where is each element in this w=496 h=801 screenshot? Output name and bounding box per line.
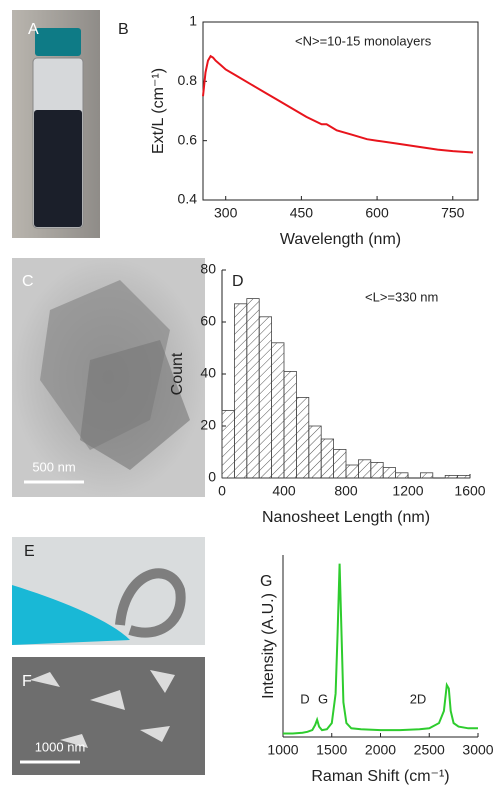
x-tick-label: 3000: [462, 742, 493, 758]
x-tick-label: 1500: [316, 742, 347, 758]
y-tick-label: 80: [200, 261, 216, 277]
histogram-bar: [383, 468, 395, 478]
x-tick-label: 300: [214, 205, 238, 221]
histogram-bar: [321, 439, 333, 478]
histogram-bar: [458, 475, 470, 478]
panel-label: D: [232, 273, 244, 290]
histogram-bar: [222, 410, 234, 478]
data-line: [203, 56, 473, 152]
histogram-bar: [346, 465, 358, 478]
histogram-bar: [371, 462, 383, 478]
histogram-bar: [420, 473, 432, 478]
x-axis-label: Wavelength (nm): [280, 231, 401, 248]
histogram-bar: [247, 299, 259, 478]
annotation: D: [300, 691, 309, 706]
annotation: <L>=330 nm: [365, 289, 438, 304]
x-tick-label: 750: [441, 205, 465, 221]
histogram-bar: [309, 426, 321, 478]
photo-vial: [12, 10, 100, 238]
histogram-bar: [284, 371, 296, 478]
page: {"images": [ {"label": "A"}, {"label": "…: [0, 0, 496, 801]
x-tick-label: 450: [290, 205, 314, 221]
x-tick-label: 0: [218, 483, 226, 499]
scale-bar-label: 500 nm: [32, 459, 75, 474]
histogram-bar: [445, 475, 457, 478]
figure: A C 500 nm E F 1000 nm B3004506007500.40…: [0, 0, 496, 801]
panel-label: G: [260, 573, 272, 590]
panel-label: E: [24, 543, 35, 560]
frame: [203, 22, 478, 200]
y-axis-label: Ext/L (cm⁻¹): [150, 68, 167, 154]
histogram-bar: [396, 473, 408, 478]
sem-image: [12, 657, 205, 775]
y-axis-label: Intensity (A.U.): [260, 593, 277, 699]
y-tick-label: 0.4: [178, 191, 198, 207]
y-tick-label: 0.6: [178, 131, 198, 147]
x-tick-label: 2500: [414, 742, 445, 758]
annotation: <N>=10-15 monolayers: [295, 33, 432, 48]
photo-film: [12, 537, 205, 645]
x-axis-label: Nanosheet Length (nm): [262, 509, 430, 526]
x-tick-label: 800: [334, 483, 358, 499]
annotation: 2D: [410, 691, 427, 706]
y-axis-label: Count: [169, 352, 186, 395]
x-tick-label: 1600: [454, 483, 485, 499]
x-tick-label: 2000: [365, 742, 396, 758]
y-tick-label: 20: [200, 417, 216, 433]
panel-label: B: [118, 21, 129, 38]
x-tick-label: 1200: [392, 483, 423, 499]
y-tick-label: 60: [200, 313, 216, 329]
histogram-bar: [358, 460, 370, 478]
y-tick-label: 0.8: [178, 72, 198, 88]
x-axis-label: Raman Shift (cm⁻¹): [311, 768, 449, 785]
x-tick-label: 600: [365, 205, 389, 221]
annotation: G: [318, 691, 328, 706]
data-line: [283, 564, 478, 734]
y-tick-label: 1: [189, 13, 197, 29]
histogram-bar: [259, 317, 271, 478]
panel-label: C: [22, 273, 34, 290]
x-tick-label: 400: [272, 483, 296, 499]
histogram-bar: [296, 397, 308, 478]
histogram-bar: [234, 304, 246, 478]
panel-label: F: [22, 673, 32, 690]
histogram-bar: [334, 449, 346, 478]
x-tick-label: 1000: [267, 742, 298, 758]
histogram-bar: [272, 343, 284, 478]
y-tick-label: 0: [208, 469, 216, 485]
scale-bar-label: 1000 nm: [35, 739, 86, 754]
panel-label: A: [28, 21, 39, 38]
y-tick-label: 40: [200, 365, 216, 381]
